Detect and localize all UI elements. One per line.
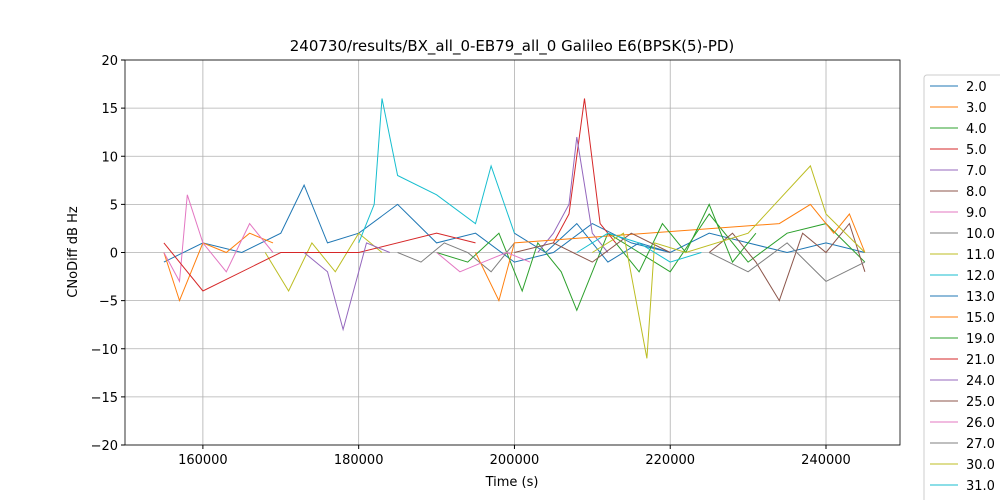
y-tick-label: −20 bbox=[91, 439, 118, 454]
legend-label: 13.0 bbox=[966, 290, 995, 305]
series-line bbox=[552, 98, 617, 244]
legend-label: 9.0 bbox=[966, 206, 987, 221]
legend-label: 4.0 bbox=[966, 122, 987, 137]
legend-label: 25.0 bbox=[966, 395, 995, 410]
legend-label: 19.0 bbox=[966, 332, 995, 347]
legend-label: 10.0 bbox=[966, 227, 995, 242]
y-tick-label: 15 bbox=[101, 102, 118, 117]
legend-label: 21.0 bbox=[966, 353, 995, 368]
series-line bbox=[708, 242, 866, 283]
legend-label: 7.0 bbox=[966, 164, 987, 179]
x-tick-label: 220000 bbox=[645, 453, 695, 468]
y-tick-label: 5 bbox=[110, 198, 118, 213]
legend-label: 8.0 bbox=[966, 185, 987, 200]
plot-area bbox=[125, 59, 900, 446]
x-axis-label: Time (s) bbox=[485, 475, 539, 490]
series-line bbox=[576, 232, 702, 263]
series-line bbox=[708, 222, 866, 302]
series-line bbox=[163, 232, 274, 303]
legend-label: 24.0 bbox=[966, 374, 995, 389]
series-line bbox=[537, 136, 609, 253]
series-line bbox=[592, 164, 866, 359]
series-line bbox=[163, 194, 274, 284]
series-line bbox=[397, 242, 515, 273]
x-tick-label: 240000 bbox=[801, 453, 851, 468]
series-line bbox=[615, 203, 757, 273]
y-axis-label: CNoDiff dB Hz bbox=[66, 206, 81, 298]
series-line bbox=[163, 183, 866, 263]
legend-label: 3.0 bbox=[966, 101, 987, 116]
series-line bbox=[475, 203, 866, 303]
legend-label: 2.0 bbox=[966, 80, 987, 95]
legend-label: 15.0 bbox=[966, 311, 995, 326]
y-tick-label: 0 bbox=[110, 247, 118, 262]
chart-title: 240730/results/BX_all_0-EB79_all_0 Galil… bbox=[290, 37, 735, 56]
y-tick-label: −5 bbox=[99, 295, 118, 310]
legend-label: 27.0 bbox=[966, 437, 995, 452]
legend-label: 11.0 bbox=[966, 248, 995, 263]
series-line bbox=[514, 232, 671, 263]
legend-label: 26.0 bbox=[966, 416, 995, 431]
x-tick-label: 200000 bbox=[490, 453, 540, 468]
legend-label: 31.0 bbox=[966, 479, 995, 494]
legend-label: 5.0 bbox=[966, 143, 987, 158]
legend-label: 12.0 bbox=[966, 269, 995, 284]
series-line bbox=[358, 98, 515, 244]
series-line bbox=[163, 232, 476, 292]
legend-box bbox=[923, 74, 1000, 500]
series-line bbox=[303, 242, 390, 332]
legend-label: 30.0 bbox=[966, 458, 995, 473]
series-line bbox=[264, 232, 383, 293]
y-tick-label: −10 bbox=[91, 343, 118, 358]
y-tick-label: 20 bbox=[101, 54, 118, 69]
y-tick-label: 10 bbox=[101, 150, 118, 165]
legend: 2.0 3.0 4.0 5.0 7.0 8.0 9.0 10.0 11.0 12.0 13.0 15.… bbox=[923, 74, 1000, 500]
x-tick-label: 180000 bbox=[334, 453, 384, 468]
x-tick-label: 160000 bbox=[178, 453, 228, 468]
series-line bbox=[436, 251, 531, 273]
y-tick-label: −15 bbox=[91, 391, 118, 406]
